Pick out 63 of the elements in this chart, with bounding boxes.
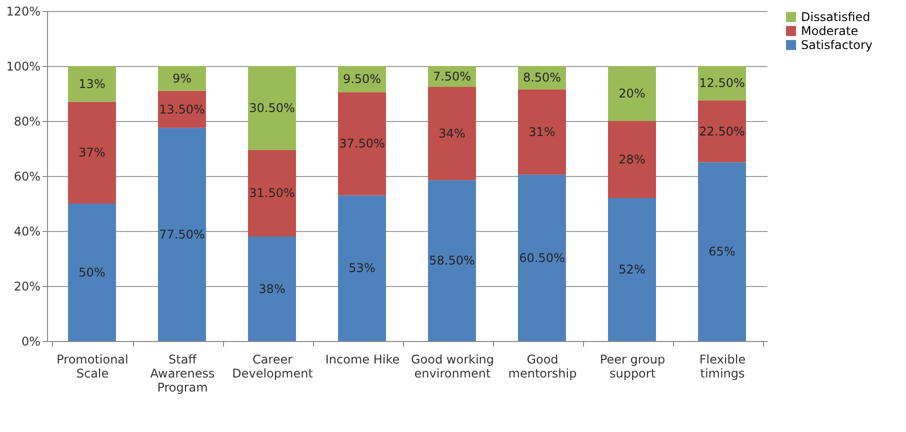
x-tick-label: Flexible timings xyxy=(699,352,746,380)
data-label: 58.50% xyxy=(429,254,475,268)
data-label: 60.50% xyxy=(519,250,565,265)
bar xyxy=(158,66,206,91)
bar xyxy=(608,66,656,121)
data-label: 53% xyxy=(348,261,376,276)
bar xyxy=(68,102,116,204)
data-label: 77.50% xyxy=(159,227,205,242)
legend-label: Moderate xyxy=(801,24,858,38)
data-label: 28% xyxy=(618,152,646,166)
data-label: 34% xyxy=(438,126,466,140)
y-tick-label: 40% xyxy=(14,224,40,238)
x-tick-label: Peer group support xyxy=(600,352,666,380)
x-tick-label: Good mentorship xyxy=(508,352,577,380)
bar xyxy=(428,86,476,180)
bar xyxy=(698,66,746,100)
x-tick-label: Career Development xyxy=(232,352,314,380)
data-label: 38% xyxy=(258,282,286,296)
x-tick-label: Good working environment xyxy=(410,352,494,380)
data-label: 30.50% xyxy=(249,100,295,115)
data-label: 52% xyxy=(618,262,646,276)
bar xyxy=(698,162,746,341)
legend-label: Dissatisfied xyxy=(801,10,870,24)
y-tick-label: 120% xyxy=(6,4,40,18)
x-tick-label: Income Hike xyxy=(325,352,400,366)
y-tick-label: 20% xyxy=(14,280,40,294)
data-label: 65% xyxy=(708,244,736,259)
data-label: 22.50% xyxy=(699,124,745,138)
bar xyxy=(608,198,656,341)
data-label: 31% xyxy=(528,125,556,139)
bar xyxy=(608,121,656,198)
data-label: 13% xyxy=(78,76,106,91)
x-tick-label: Staff Awareness Program xyxy=(150,352,215,394)
y-tick-label: 100% xyxy=(6,60,40,74)
bar xyxy=(248,236,296,341)
data-label: 37.50% xyxy=(339,136,385,151)
data-label: 8.50% xyxy=(522,70,562,85)
data-label: 9.50% xyxy=(342,72,382,86)
bar xyxy=(698,100,746,162)
bar xyxy=(338,92,386,196)
bar xyxy=(248,66,296,150)
bar xyxy=(338,195,386,341)
data-label: 50% xyxy=(78,265,106,280)
legend-label: Satisfactory xyxy=(801,38,873,52)
bar xyxy=(248,150,296,236)
x-tick-label: Promotional Scale xyxy=(56,352,128,380)
y-tick-label: 60% xyxy=(14,170,40,184)
bar xyxy=(518,89,566,175)
data-label: 12.50% xyxy=(699,76,745,90)
bar xyxy=(158,128,206,341)
y-tick-label: 80% xyxy=(14,114,40,128)
bar xyxy=(518,174,566,341)
bar xyxy=(428,180,476,341)
data-label: 31.50% xyxy=(249,186,295,200)
data-label: 20% xyxy=(618,86,646,100)
data-label: 13.50% xyxy=(159,102,205,116)
data-label: 7.50% xyxy=(432,69,472,84)
y-tick-label: 0% xyxy=(21,334,40,348)
bar xyxy=(68,66,116,102)
bar xyxy=(68,204,116,341)
bar xyxy=(158,90,206,128)
data-label: 37% xyxy=(78,146,106,160)
data-label: 9% xyxy=(172,71,192,86)
